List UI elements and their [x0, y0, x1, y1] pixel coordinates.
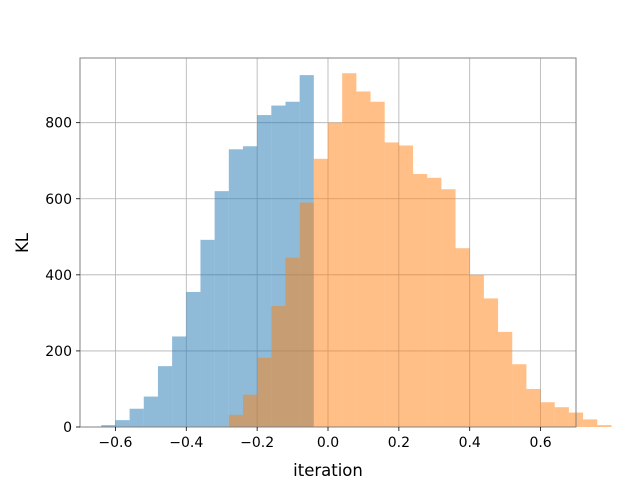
histogram-bar	[313, 158, 328, 428]
histogram-bar	[483, 298, 499, 427]
histogram-bar	[129, 408, 144, 427]
histogram-bar	[441, 189, 456, 427]
histogram-bar	[299, 202, 314, 427]
x-tick-label: −0.6	[98, 435, 132, 451]
x-axis-label: iteration	[293, 461, 363, 480]
histogram-bar	[271, 306, 286, 427]
histogram-bar	[583, 419, 598, 427]
histogram-bar	[328, 122, 343, 427]
y-tick-label: 600	[45, 192, 72, 208]
histogram-bar	[115, 420, 130, 427]
y-axis-label: KL	[13, 232, 32, 253]
histogram-bar	[526, 388, 541, 427]
histogram-bar	[384, 142, 399, 428]
x-tick-label: 0.0	[317, 435, 339, 451]
x-tick-label: −0.4	[169, 435, 203, 451]
histogram-bar	[342, 73, 357, 427]
histogram-bar	[257, 357, 272, 427]
histogram-bar	[469, 274, 484, 427]
y-tick-label: 400	[45, 268, 72, 284]
y-tick-label: 200	[45, 344, 72, 360]
histogram-bar	[228, 149, 243, 428]
bars	[101, 73, 612, 428]
histogram-bar	[143, 396, 158, 427]
histogram-bar	[498, 331, 513, 427]
y-tick-label: 0	[63, 420, 72, 436]
x-tick-label: 0.4	[459, 435, 481, 451]
histogram-bar	[455, 248, 470, 427]
histogram-bar	[398, 145, 414, 427]
histogram-bar	[554, 407, 569, 427]
histogram-bar	[186, 291, 201, 427]
x-axis-ticks: −0.6 −0.4 −0.2 0.0 0.2 0.4 0.6	[98, 427, 552, 451]
histogram-bar	[157, 366, 173, 427]
x-tick-label: 0.6	[529, 435, 551, 451]
histogram-bar	[356, 91, 371, 427]
x-tick-label: 0.2	[388, 435, 410, 451]
y-tick-label: 800	[45, 116, 72, 132]
histogram-bar	[540, 402, 555, 427]
histogram-bar	[597, 425, 612, 427]
histogram-bar	[257, 115, 272, 427]
histogram-bar	[228, 414, 243, 427]
histogram-bar	[242, 394, 258, 427]
histogram-bar	[413, 174, 428, 427]
histogram-bar	[172, 336, 187, 427]
histogram-bar	[512, 364, 527, 427]
histogram-bar	[214, 191, 229, 427]
histogram-bar	[101, 425, 116, 427]
histogram-bar	[200, 239, 215, 427]
histogram-bar	[370, 101, 385, 427]
histogram-bar	[427, 177, 442, 427]
x-tick-label: −0.2	[240, 435, 274, 451]
histogram-bar	[285, 257, 300, 427]
y-axis-ticks: 0 200 400 600 800	[45, 116, 80, 436]
histogram-bar	[242, 146, 258, 427]
